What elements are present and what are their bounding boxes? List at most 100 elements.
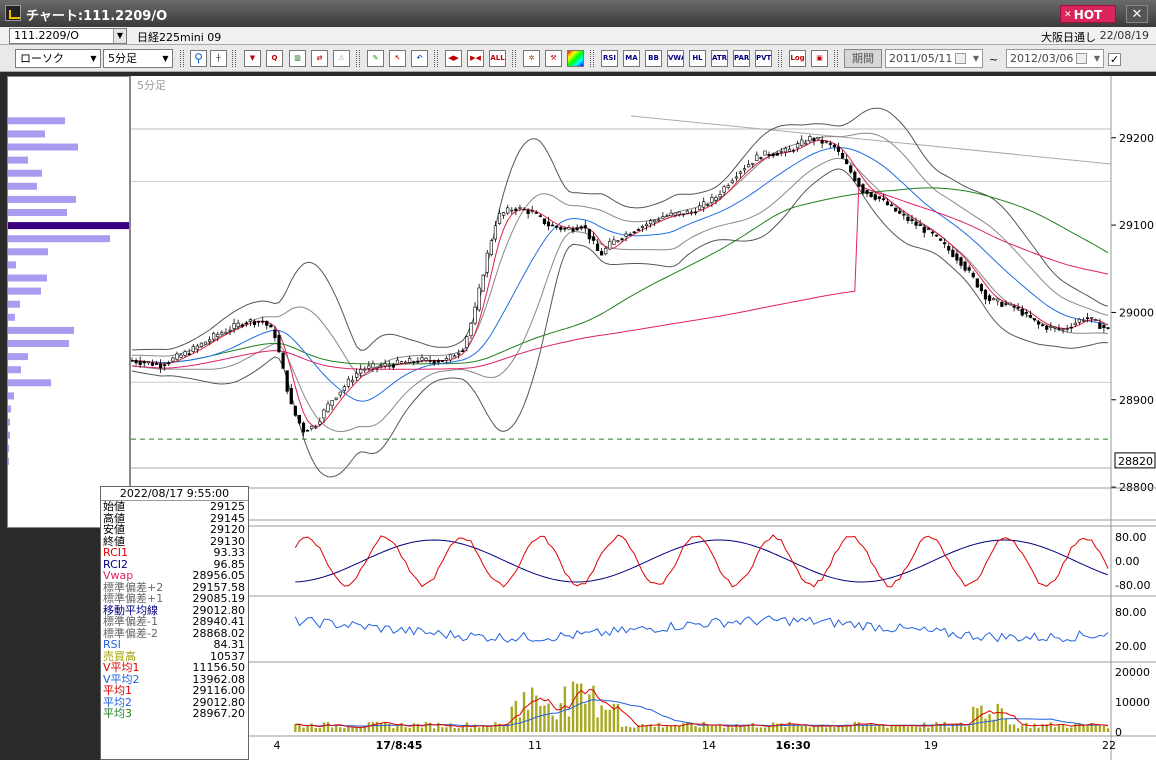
zoom-in-icon[interactable]: ◀▶ <box>445 50 462 67</box>
chevron-down-icon[interactable]: ▼ <box>972 54 979 63</box>
settings-icon[interactable]: ✲ <box>523 50 540 67</box>
period-checkbox[interactable]: ✓ <box>1108 53 1121 66</box>
time-label: 16:30 <box>775 739 810 752</box>
volume-profile-panel <box>7 76 130 528</box>
toolbar-separator <box>834 50 838 67</box>
candle-body <box>163 364 167 367</box>
crosshair-icon[interactable]: ┼ <box>210 50 227 67</box>
log-scale-button[interactable]: Log <box>789 50 806 67</box>
price-tick-label: 29100 <box>1119 219 1154 232</box>
candle-body <box>502 212 506 216</box>
volume-bar <box>428 722 432 732</box>
volume-bar <box>629 727 632 732</box>
chevron-down-icon[interactable]: ▼ <box>1093 54 1100 63</box>
chevron-down-icon[interactable]: ▼ <box>162 54 169 63</box>
volume-bar <box>645 725 648 732</box>
info-datetime: 2022/08/17 9:55:00 <box>101 487 248 501</box>
calendar-icon[interactable] <box>955 53 966 64</box>
volume-bar <box>592 685 595 732</box>
indicator-pvt-button[interactable]: PVT <box>755 50 772 67</box>
color-palette-icon[interactable] <box>567 50 584 67</box>
chart-area[interactable]: 5分足 29200 29100 29000 28900 28800 28820 80.00 0… <box>130 76 1156 760</box>
volume-bar <box>580 683 583 732</box>
candle-body <box>1036 321 1041 325</box>
candle-body <box>551 224 555 227</box>
compare-icon[interactable]: ⇄ <box>311 50 328 67</box>
volume-bar <box>294 724 297 732</box>
info-value: 28868.02 <box>192 626 246 640</box>
candle-body <box>1090 317 1094 319</box>
candle-body <box>522 208 526 211</box>
zoom-icon[interactable]: ⚲ <box>190 50 207 67</box>
candle-body <box>179 354 183 358</box>
volume-bar <box>771 722 775 732</box>
date-to-input[interactable]: 2012/03/06 ▼ <box>1006 49 1104 68</box>
all-label: ALL <box>490 54 505 62</box>
volume-bar <box>314 727 317 732</box>
volume-bar <box>481 725 485 732</box>
interval-select[interactable]: 5分足 ▼ <box>103 49 173 68</box>
volume-bar <box>1025 723 1028 732</box>
candle-body <box>379 365 383 367</box>
info-value: 29116.00 <box>192 684 246 697</box>
chart-type-select[interactable]: ローソク ▼ <box>15 49 101 68</box>
volume-bar <box>441 727 444 732</box>
indicator-bb-button[interactable]: BB <box>645 50 662 67</box>
indicator-vwap-button[interactable]: VWAP <box>667 50 684 67</box>
undo-icon[interactable]: ↶ <box>411 50 428 67</box>
candle-body <box>840 152 845 159</box>
info-value: 28940.41 <box>192 615 246 628</box>
volume-bar <box>678 725 681 732</box>
date-to-value: 2012/03/06 <box>1010 52 1074 65</box>
indicator-rsi-button[interactable]: RSI <box>601 50 618 67</box>
candlestick-chart[interactable]: 5分足 29200291002900028900288002882080.000… <box>131 76 1156 760</box>
vwap-line <box>131 183 1109 370</box>
indicator-atr-button[interactable]: ATR <box>711 50 728 67</box>
symbol-select[interactable]: 111.2209/O ▼ <box>9 28 127 44</box>
candle-body <box>804 142 808 145</box>
candle-body <box>796 143 800 149</box>
info-row: RSI 84.31 <box>101 639 248 651</box>
export-icon[interactable]: ▣ <box>811 50 828 67</box>
calendar-icon[interactable] <box>1076 53 1087 64</box>
header-date: 22/08/19 <box>1099 29 1149 42</box>
candle-body <box>457 352 461 355</box>
volume-bar <box>396 725 399 732</box>
volume-profile-bar <box>8 340 69 347</box>
indicator-ma-button[interactable]: MA <box>623 50 640 67</box>
info-value: 29125 <box>210 500 245 513</box>
draw-line-icon[interactable]: ✎ <box>367 50 384 67</box>
alert-icon[interactable]: ⚠ <box>333 50 350 67</box>
info-panel: 2022/08/17 9:55:00 始値 29125 高値 29145 安値 29120… <box>100 486 249 760</box>
volume-bar <box>1008 724 1012 732</box>
candle-body <box>175 353 179 360</box>
rci1-line <box>294 534 1109 588</box>
bollinger-lower-2 <box>131 168 1109 478</box>
zoom-out-icon[interactable]: ▶◀ <box>467 50 484 67</box>
candle-body <box>489 240 493 255</box>
candle-body <box>730 180 734 184</box>
indicator-para-button[interactable]: PARA <box>733 50 750 67</box>
indicator-hl-button[interactable]: HL <box>689 50 706 67</box>
period-button[interactable]: 期間 <box>844 49 882 68</box>
candle-body <box>853 171 857 182</box>
date-from-input[interactable]: 2011/05/11 ▼ <box>885 49 983 68</box>
hot-button[interactable]: ✕ HOT <box>1060 5 1116 23</box>
chevron-down-icon[interactable]: ▼ <box>90 54 97 63</box>
volume-bar <box>882 725 885 732</box>
info-value: 93.33 <box>213 546 246 559</box>
candle-body <box>318 421 322 425</box>
bar-chart-icon[interactable]: ▥ <box>289 50 306 67</box>
volume-bar <box>996 703 999 732</box>
wrench-icon[interactable]: ⚒ <box>545 50 562 67</box>
chevron-down-icon[interactable]: ▼ <box>113 29 126 43</box>
info-label: 標準偏差+2 <box>103 580 164 594</box>
pointer-icon[interactable]: ↖ <box>389 50 406 67</box>
symbol-bar: 111.2209/O ▼ 日経225mini 09 大阪日通し 22/08/19 <box>0 27 1156 45</box>
chart-tool-icon[interactable]: ▼ <box>244 50 261 67</box>
close-window-button[interactable]: ✕ <box>1126 5 1148 23</box>
candle-body <box>297 414 302 424</box>
show-all-button[interactable]: ALL <box>489 50 506 67</box>
search-chart-icon[interactable]: Q <box>266 50 283 67</box>
candle-body <box>1008 302 1012 306</box>
